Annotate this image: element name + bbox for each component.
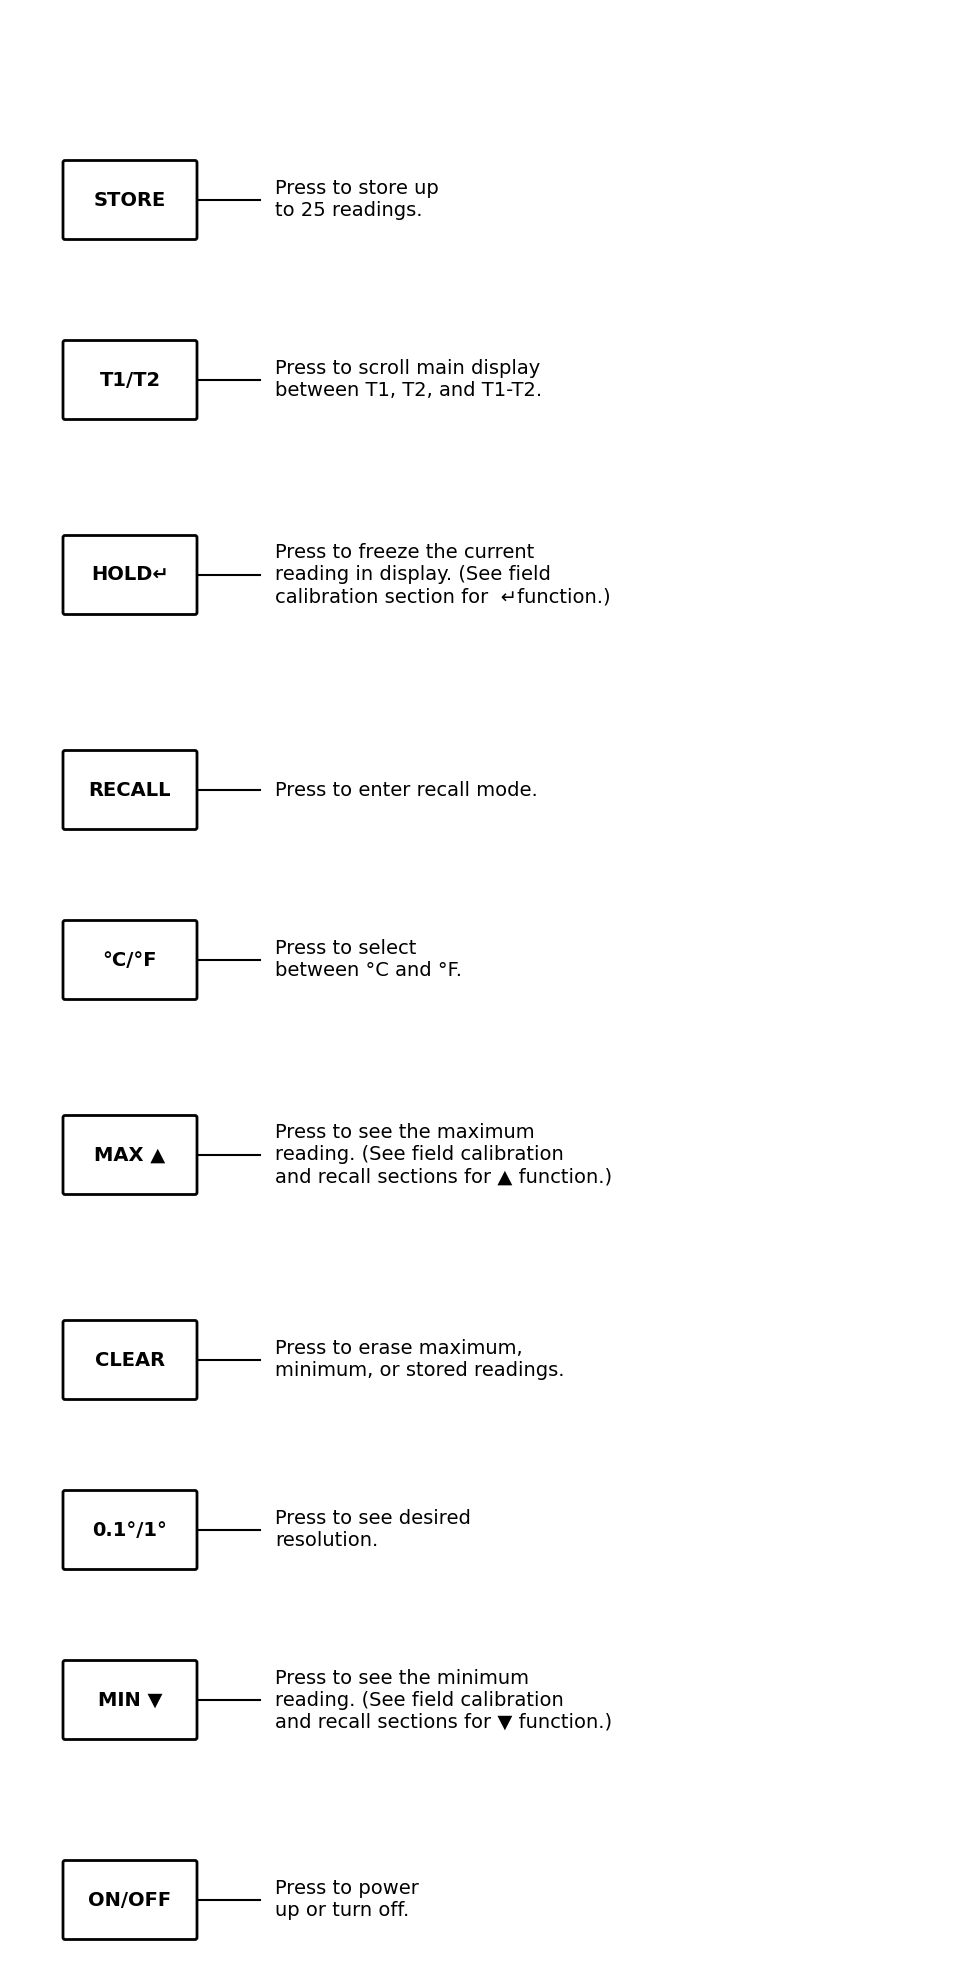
FancyBboxPatch shape xyxy=(63,340,196,419)
Text: ON/OFF: ON/OFF xyxy=(89,1890,172,1910)
Text: Press to store up: Press to store up xyxy=(274,180,438,198)
FancyBboxPatch shape xyxy=(63,751,196,830)
FancyBboxPatch shape xyxy=(63,160,196,239)
Text: resolution.: resolution. xyxy=(274,1532,377,1550)
FancyBboxPatch shape xyxy=(63,1321,196,1400)
Text: reading in display. (See field: reading in display. (See field xyxy=(274,565,550,585)
Text: CLEAR: CLEAR xyxy=(95,1350,165,1370)
Text: up or turn off.: up or turn off. xyxy=(274,1902,409,1920)
Text: Press to power: Press to power xyxy=(274,1880,418,1898)
Text: reading. (See field calibration: reading. (See field calibration xyxy=(274,1145,563,1164)
Text: Press to see the maximum: Press to see the maximum xyxy=(274,1123,534,1143)
FancyBboxPatch shape xyxy=(63,1860,196,1939)
Text: Press to freeze the current: Press to freeze the current xyxy=(274,544,534,563)
Text: T1/T2: T1/T2 xyxy=(99,370,160,389)
Text: STORE: STORE xyxy=(93,190,166,210)
Text: between °C and °F.: between °C and °F. xyxy=(274,961,461,981)
Text: RECALL: RECALL xyxy=(89,781,172,799)
Text: 0.1°/1°: 0.1°/1° xyxy=(92,1520,168,1540)
FancyBboxPatch shape xyxy=(63,1491,196,1570)
Text: MAX ▲: MAX ▲ xyxy=(94,1145,166,1164)
Text: minimum, or stored readings.: minimum, or stored readings. xyxy=(274,1362,564,1380)
Text: °C/°F: °C/°F xyxy=(103,951,157,969)
FancyBboxPatch shape xyxy=(63,1661,196,1740)
Text: Press to enter recall mode.: Press to enter recall mode. xyxy=(274,781,537,799)
FancyBboxPatch shape xyxy=(63,921,196,1000)
Text: Press to erase maximum,: Press to erase maximum, xyxy=(274,1340,522,1358)
Text: Press to see the minimum: Press to see the minimum xyxy=(274,1669,529,1688)
Text: between T1, T2, and T1-T2.: between T1, T2, and T1-T2. xyxy=(274,382,541,401)
Text: Press to scroll main display: Press to scroll main display xyxy=(274,360,539,378)
FancyBboxPatch shape xyxy=(63,1115,196,1194)
Text: Press to select: Press to select xyxy=(274,939,416,959)
Text: and recall sections for ▼ function.): and recall sections for ▼ function.) xyxy=(274,1712,612,1732)
Text: Press to see desired: Press to see desired xyxy=(274,1510,471,1528)
Text: to 25 readings.: to 25 readings. xyxy=(274,202,422,221)
Text: reading. (See field calibration: reading. (See field calibration xyxy=(274,1690,563,1710)
Text: MIN ▼: MIN ▼ xyxy=(97,1690,162,1710)
Text: calibration section for  ↵function.): calibration section for ↵function.) xyxy=(274,587,610,607)
FancyBboxPatch shape xyxy=(63,536,196,615)
Text: and recall sections for ▲ function.): and recall sections for ▲ function.) xyxy=(274,1168,612,1186)
Text: HOLD↵: HOLD↵ xyxy=(91,565,169,585)
